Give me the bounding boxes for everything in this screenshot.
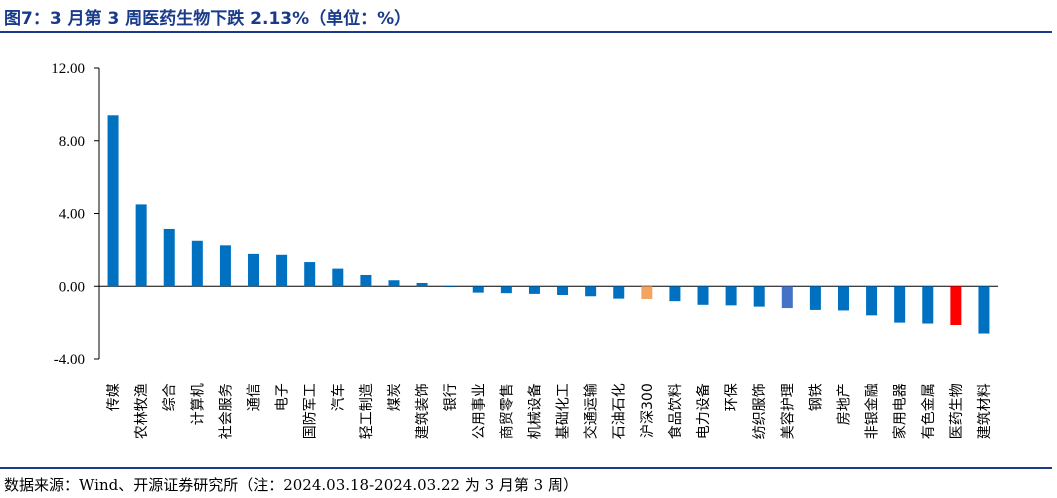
bar-21 — [669, 286, 681, 302]
bar-14 — [472, 286, 484, 293]
y-tick-label: -4.00 — [54, 352, 85, 368]
bar-16 — [528, 286, 540, 294]
bar-6 — [248, 253, 260, 287]
x-tick-label: 有色金属 — [920, 383, 937, 439]
x-tick-label: 沪深300 — [640, 383, 656, 438]
bar-28 — [866, 286, 878, 316]
x-tick-label: 食品饮料 — [667, 383, 684, 439]
bar-32 — [978, 286, 990, 334]
bar-chart: 12.00 8.00 4.00 0.00 -4.00 传媒 农林牧渔 综合 计算机 社会服务 通信… — [51, 61, 998, 439]
x-tick-label: 环保 — [724, 383, 740, 411]
chart-title: 图7：3 月第 3 周医药生物下跌 2.13%（单位：%） — [4, 9, 412, 29]
x-tick-label: 基础化工 — [555, 383, 572, 439]
x-tick-label: 美容护理 — [779, 383, 796, 439]
x-tick-label: 通信 — [247, 383, 263, 411]
x-tick-label: 纺织服饰 — [752, 383, 768, 439]
bar-4 — [191, 240, 203, 287]
x-tick-label: 房地产 — [836, 383, 852, 425]
bar-26 — [809, 286, 821, 310]
bar-15 — [500, 286, 512, 294]
x-tick-label: 建筑装饰 — [415, 383, 431, 439]
bar-20 — [641, 286, 653, 299]
bar-9 — [332, 268, 344, 287]
x-tick-label: 综合 — [162, 383, 178, 411]
x-tick-label: 医药生物 — [949, 383, 965, 439]
y-tick-label: 4.00 — [59, 207, 85, 223]
bars — [107, 115, 990, 334]
y-tick-label: 8.00 — [59, 134, 85, 150]
y-tick-label: 12.00 — [51, 61, 85, 77]
bar-12 — [416, 282, 428, 287]
x-tick-label: 钢铁 — [808, 383, 824, 411]
bar-22 — [697, 286, 709, 305]
x-tick-label: 电子 — [275, 383, 291, 411]
x-tick-label: 煤炭 — [387, 383, 403, 411]
x-tick-label: 电力设备 — [695, 383, 712, 439]
bar-13 — [444, 286, 456, 288]
bar-27 — [837, 286, 849, 311]
x-tick-label: 国防军工 — [303, 383, 319, 439]
x-tick-label: 机械设备 — [526, 383, 543, 439]
x-tick-label: 建筑材料 — [977, 383, 993, 439]
bar-17 — [557, 286, 569, 295]
x-tick-label: 汽车 — [330, 383, 347, 411]
bar-2 — [135, 204, 147, 287]
source-note: 数据来源：Wind、开源证券研究所（注：2024.03.18-2024.03.2… — [4, 476, 578, 494]
title-rule — [0, 31, 1052, 33]
x-tick-label: 石油石化 — [612, 383, 628, 439]
x-tick-label: 交通运输 — [583, 383, 600, 439]
x-tick-label: 轻工制造 — [359, 383, 375, 439]
y-axis: 12.00 8.00 4.00 0.00 -4.00 — [51, 61, 998, 368]
x-tick-label: 家用电器 — [892, 383, 909, 439]
bar-11 — [388, 280, 400, 287]
bar-1 — [107, 115, 119, 287]
x-tick-label: 传媒 — [106, 383, 122, 411]
x-tick-label: 银行 — [443, 383, 459, 411]
footer-rule — [0, 467, 1052, 469]
bar-10 — [360, 274, 372, 287]
x-tick-label: 社会服务 — [218, 383, 234, 439]
bar-30 — [922, 286, 934, 324]
x-axis-labels: 传媒 农林牧渔 综合 计算机 社会服务 通信 电子 国防军工 汽车 轻工制造 煤炭 建筑装饰 银行 公用事… — [106, 383, 993, 439]
bar-24 — [753, 286, 765, 307]
bar-3 — [163, 228, 175, 287]
x-tick-label: 农林牧渔 — [134, 383, 150, 439]
bar-7 — [276, 254, 288, 287]
bar-31 — [950, 286, 962, 325]
x-tick-label: 非银金融 — [865, 383, 881, 439]
x-tick-label: 公用事业 — [471, 383, 487, 439]
bar-18 — [585, 286, 597, 297]
bar-19 — [613, 286, 625, 299]
y-tick-label: 0.00 — [59, 279, 85, 295]
bar-8 — [304, 262, 316, 287]
bar-25 — [781, 286, 793, 309]
bar-29 — [894, 286, 906, 323]
x-tick-label: 计算机 — [190, 383, 206, 425]
bar-5 — [219, 245, 231, 287]
bar-23 — [725, 286, 737, 306]
x-tick-label: 商贸零售 — [499, 383, 515, 439]
